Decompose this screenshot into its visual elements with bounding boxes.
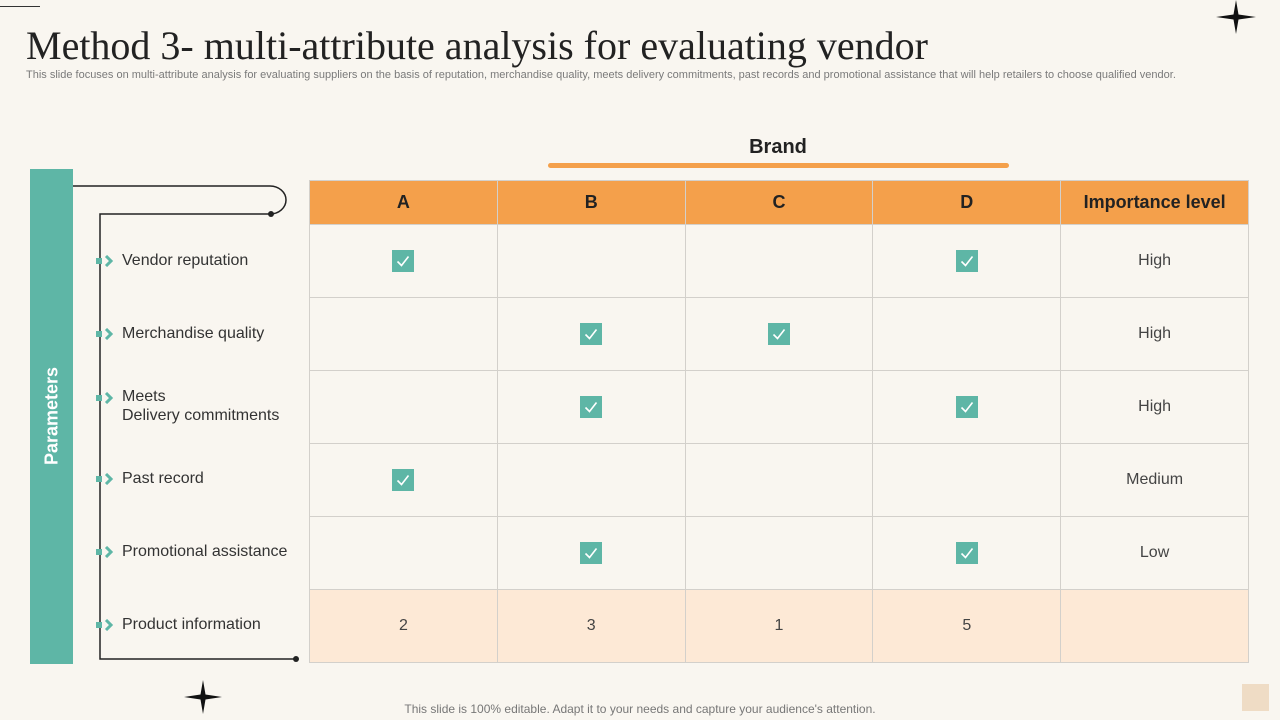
page-subtitle: This slide focuses on multi-attribute an… xyxy=(26,69,1176,81)
parameters-bar xyxy=(30,169,73,664)
check-box-icon xyxy=(392,469,415,491)
table-cell xyxy=(684,370,874,444)
importance-cell: High xyxy=(1060,297,1249,371)
table-row: High xyxy=(309,370,1249,444)
table-cell xyxy=(684,516,874,590)
table-cell xyxy=(872,297,1062,371)
importance-cell: High xyxy=(1060,370,1249,444)
table-cell xyxy=(496,370,686,444)
parameter-item: Vendor reputation xyxy=(96,251,248,270)
table-cell xyxy=(309,370,498,444)
parameter-item: Merchandise quality xyxy=(96,324,264,343)
importance-cell: Medium xyxy=(1060,443,1249,517)
parameters-bracket xyxy=(73,185,299,662)
page-title: Method 3- multi-attribute analysis for e… xyxy=(26,23,928,68)
table-row: Medium xyxy=(309,443,1249,517)
table-cell xyxy=(309,443,498,517)
importance-cell: Low xyxy=(1060,516,1249,590)
check-box-icon xyxy=(955,250,978,272)
brand-underline xyxy=(548,163,1009,168)
column-header-importance: Importance level xyxy=(1060,180,1249,225)
chevron-right-icon xyxy=(96,472,118,486)
parameter-label: Past record xyxy=(122,469,204,487)
table-cell xyxy=(684,443,874,517)
table-cell xyxy=(309,297,498,371)
parameter-label: Meets Delivery commitments xyxy=(122,388,280,424)
table-row: Low xyxy=(309,516,1249,590)
table-cell xyxy=(496,516,686,590)
table-header-row: A B C D Importance level xyxy=(309,180,1249,225)
parameter-label: Promotional assistance xyxy=(122,542,288,560)
parameter-item: Promotional assistance xyxy=(96,542,287,561)
chevron-right-icon xyxy=(96,254,118,268)
check-box-icon xyxy=(580,542,603,564)
table-row: High xyxy=(309,297,1249,371)
column-header-d: D xyxy=(872,180,1062,225)
column-header-a: A xyxy=(309,180,498,225)
table-cell xyxy=(496,224,686,298)
importance-cell: High xyxy=(1060,224,1249,298)
check-box-icon xyxy=(392,250,415,272)
top-rule xyxy=(0,6,40,7)
table-cell xyxy=(496,443,686,517)
check-box-icon xyxy=(580,396,603,418)
table-cell xyxy=(684,297,874,371)
product-value-cell: 1 xyxy=(684,589,874,663)
table-cell xyxy=(872,443,1062,517)
brand-label: Brand xyxy=(749,136,807,158)
product-value-cell: 3 xyxy=(496,589,686,663)
check-box-icon xyxy=(580,323,603,345)
four-point-star-icon xyxy=(1216,0,1256,34)
parameter-label: Vendor reputation xyxy=(122,251,249,269)
table-cell xyxy=(496,297,686,371)
importance-cell xyxy=(1060,589,1249,663)
corner-decoration xyxy=(1242,684,1269,711)
table-row: High xyxy=(309,224,1249,298)
parameter-item: Product information xyxy=(96,615,261,634)
parameter-item: Meets Delivery commitments xyxy=(96,387,279,425)
product-value-cell: 5 xyxy=(872,589,1062,663)
table-cell xyxy=(684,224,874,298)
column-header-b: B xyxy=(496,180,686,225)
product-value-cell: 2 xyxy=(309,589,498,663)
four-point-star-icon xyxy=(184,680,222,714)
evaluation-table: A B C D Importance level High High High Med… xyxy=(309,180,1249,663)
check-box-icon xyxy=(767,323,790,345)
check-box-icon xyxy=(955,396,978,418)
table-cell xyxy=(872,224,1062,298)
table-cell xyxy=(872,516,1062,590)
chevron-right-icon xyxy=(96,545,118,559)
parameter-label: Merchandise quality xyxy=(122,324,265,342)
table-cell xyxy=(872,370,1062,444)
footer-note: This slide is 100% editable. Adapt it to… xyxy=(404,702,876,716)
chevron-right-icon xyxy=(96,327,118,341)
column-header-c: C xyxy=(684,180,874,225)
table-cell xyxy=(309,516,498,590)
table-cell xyxy=(309,224,498,298)
parameter-label: Product information xyxy=(122,615,261,633)
chevron-right-icon xyxy=(96,391,118,405)
check-box-icon xyxy=(955,542,978,564)
parameter-item: Past record xyxy=(96,469,204,488)
chevron-right-icon xyxy=(96,618,118,632)
